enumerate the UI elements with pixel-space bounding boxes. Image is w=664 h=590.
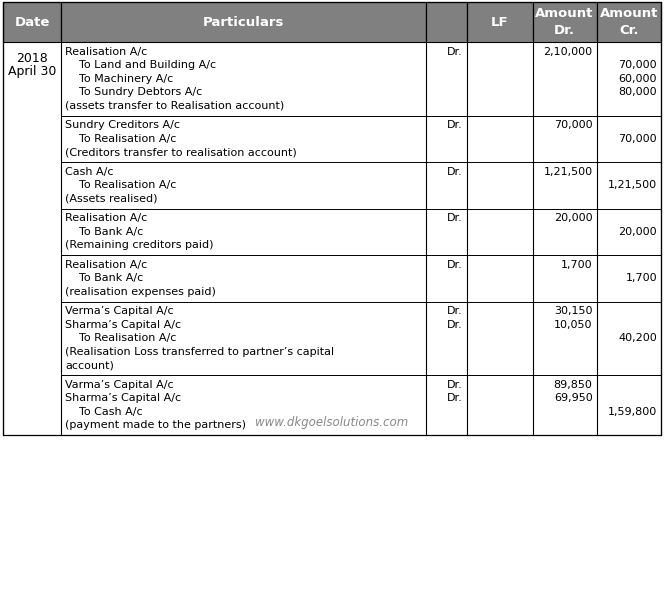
Bar [426, 2, 467, 42]
Text: (assets transfer to Realisation account): (assets transfer to Realisation account) [65, 101, 284, 111]
Text: 69,950: 69,950 [554, 394, 592, 403]
Bar [596, 2, 661, 42]
Text: Particulars: Particulars [203, 15, 284, 28]
Bar [467, 2, 533, 42]
Text: To Realisation A/c: To Realisation A/c [65, 333, 176, 343]
Text: 2018: 2018 [16, 52, 48, 65]
Text: Varma’s Capital A/c: Varma’s Capital A/c [65, 380, 173, 390]
Text: Dr.: Dr. [447, 306, 463, 316]
Text: Dr.: Dr. [447, 47, 463, 57]
Text: 80,000: 80,000 [618, 87, 657, 97]
Text: Dr.: Dr. [447, 213, 463, 223]
Bar [61, 2, 426, 42]
Text: LF: LF [491, 15, 509, 28]
Text: www.dkgoelsolutions.com: www.dkgoelsolutions.com [256, 416, 408, 429]
Text: 10,050: 10,050 [554, 320, 592, 330]
Text: Cash A/c: Cash A/c [65, 167, 114, 177]
Text: 1,21,500: 1,21,500 [543, 167, 592, 177]
Text: Realisation A/c: Realisation A/c [65, 47, 147, 57]
Text: To Land and Building A/c: To Land and Building A/c [65, 60, 216, 70]
Text: (Assets realised): (Assets realised) [65, 194, 157, 204]
Text: Realisation A/c: Realisation A/c [65, 213, 147, 223]
Bar [533, 2, 596, 42]
Text: 2,10,000: 2,10,000 [543, 47, 592, 57]
Bar [3, 2, 61, 42]
Text: To Cash A/c: To Cash A/c [65, 407, 143, 417]
Text: To Bank A/c: To Bank A/c [65, 227, 143, 237]
Text: April 30: April 30 [8, 65, 56, 78]
Text: Realisation A/c: Realisation A/c [65, 260, 147, 270]
Text: 20,000: 20,000 [554, 213, 592, 223]
Text: To Machinery A/c: To Machinery A/c [65, 74, 173, 84]
Text: 1,700: 1,700 [561, 260, 592, 270]
Text: (Realisation Loss transferred to partner’s capital: (Realisation Loss transferred to partner… [65, 347, 334, 357]
Text: (Remaining creditors paid): (Remaining creditors paid) [65, 240, 213, 250]
Text: 70,000: 70,000 [554, 120, 592, 130]
Text: 89,850: 89,850 [554, 380, 592, 390]
Text: Date: Date [14, 15, 50, 28]
Text: Amount
Cr.: Amount Cr. [600, 7, 658, 37]
Text: Dr.: Dr. [447, 394, 463, 403]
Text: 40,200: 40,200 [618, 333, 657, 343]
Text: 70,000: 70,000 [618, 134, 657, 144]
Text: 1,700: 1,700 [625, 273, 657, 283]
Text: Dr.: Dr. [447, 120, 463, 130]
Text: To Bank A/c: To Bank A/c [65, 273, 143, 283]
Text: account): account) [65, 360, 114, 371]
Text: Amount
Dr.: Amount Dr. [535, 7, 594, 37]
Text: (payment made to the partners): (payment made to the partners) [65, 420, 246, 430]
Text: To Realisation A/c: To Realisation A/c [65, 181, 176, 190]
Text: Dr.: Dr. [447, 380, 463, 390]
Text: Dr.: Dr. [447, 260, 463, 270]
Text: To Realisation A/c: To Realisation A/c [65, 134, 176, 144]
Text: Sharma’s Capital A/c: Sharma’s Capital A/c [65, 320, 181, 330]
Text: Verma’s Capital A/c: Verma’s Capital A/c [65, 306, 173, 316]
Text: Dr.: Dr. [447, 167, 463, 177]
Text: Sundry Creditors A/c: Sundry Creditors A/c [65, 120, 180, 130]
Text: 1,59,800: 1,59,800 [608, 407, 657, 417]
Text: (Creditors transfer to realisation account): (Creditors transfer to realisation accou… [65, 148, 297, 158]
Text: 60,000: 60,000 [618, 74, 657, 84]
Bar [3, 2, 661, 435]
Text: 20,000: 20,000 [618, 227, 657, 237]
Text: Sharma’s Capital A/c: Sharma’s Capital A/c [65, 394, 181, 403]
Text: 70,000: 70,000 [618, 60, 657, 70]
Text: 1,21,500: 1,21,500 [608, 181, 657, 190]
Text: Dr.: Dr. [447, 320, 463, 330]
Text: (realisation expenses paid): (realisation expenses paid) [65, 287, 216, 297]
Text: 30,150: 30,150 [554, 306, 592, 316]
Text: To Sundry Debtors A/c: To Sundry Debtors A/c [65, 87, 202, 97]
